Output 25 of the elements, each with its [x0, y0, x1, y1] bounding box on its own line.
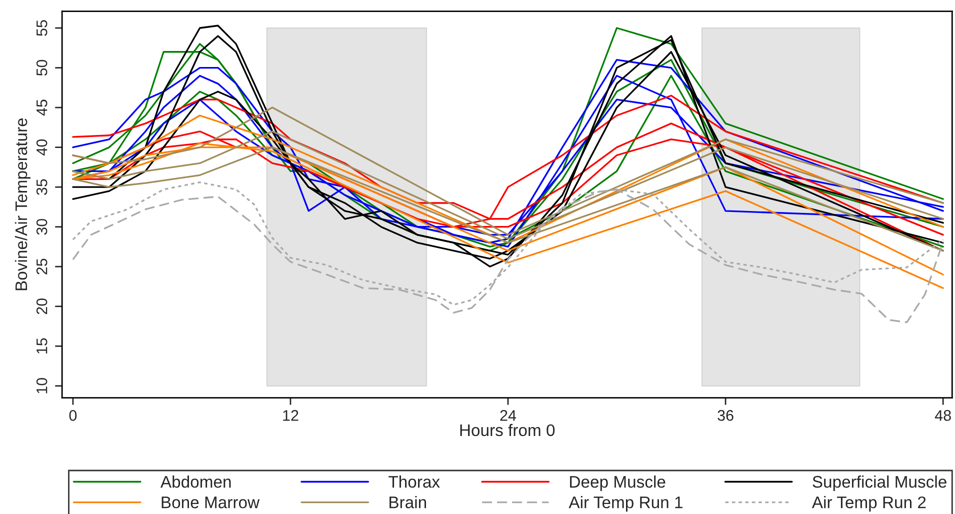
- legend-label: Thorax: [388, 475, 440, 488]
- legend-label: Air Temp Run 1: [568, 496, 682, 512]
- x-tick-label: 24: [500, 410, 516, 421]
- legend-label: Air Temp Run 2: [812, 496, 926, 512]
- y-axis-title: Bovine/Air Temperature: [14, 118, 30, 290]
- x-tick-label: 12: [283, 410, 298, 421]
- legend-label: Brain: [390, 496, 426, 508]
- legend-label: Superficial Muscle: [812, 475, 946, 492]
- y-tick-label: 10: [36, 378, 48, 394]
- legend-label: Abdomen: [160, 475, 231, 488]
- y-tick-label: 55: [36, 20, 48, 36]
- y-tick-label: 40: [36, 139, 48, 156]
- legend-label: Deep Muscle: [570, 475, 666, 492]
- y-tick-label: 35: [36, 179, 48, 195]
- x-axis-title: Hours from 0: [460, 424, 555, 436]
- y-tick-label: 30: [36, 218, 48, 235]
- y-tick-label: 45: [36, 100, 48, 116]
- x-tick-label: 36: [718, 410, 734, 421]
- x-tick-label: 48: [934, 410, 951, 421]
- x-tick-label: 0: [69, 410, 77, 421]
- y-tick-label: 20: [36, 298, 48, 314]
- y-tick-label: 25: [36, 258, 48, 274]
- y-tick-label: 50: [36, 60, 48, 76]
- legend-label: Bone Marrow: [162, 496, 260, 508]
- y-tick-label: 15: [36, 338, 48, 354]
